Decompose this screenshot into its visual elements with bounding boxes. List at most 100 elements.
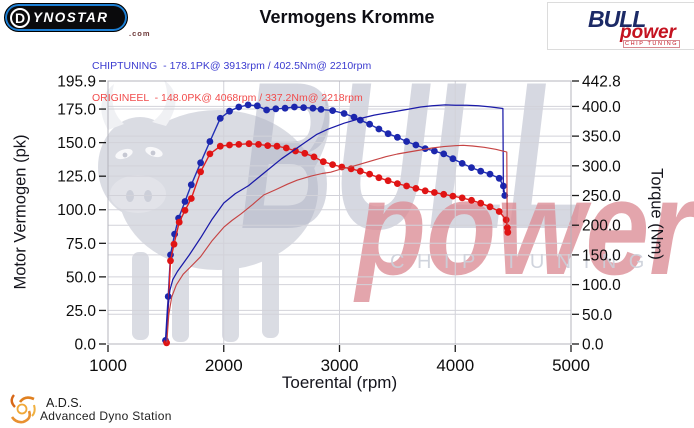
chiptuning-torque-marker [206,138,214,145]
legend: CHIPTUNING - 178.1PK@ 3913rpm / 402.5Nm@… [92,40,371,114]
right-tick-label: 300.0 [582,158,621,175]
curves [162,101,512,347]
dynostar-com-suffix: .com [129,29,151,38]
dynostar-logo-text: YNOSTAR [33,10,109,25]
origineel-torque-marker [181,207,189,214]
chiptuning-torque-marker [340,110,348,117]
right-tick-label: 400.0 [582,99,621,116]
bull-horn-left [101,84,124,130]
ads-subtitle: Advanced Dyno Station [40,409,172,423]
origineel-power-line [166,144,508,343]
x-tick-label: 1000 [89,356,127,375]
chiptuning-torque-marker [477,167,485,175]
chiptuning-torque-marker [375,125,383,133]
chiptuning-torque-marker [187,181,195,189]
chiptuning-torque-marker [384,130,392,138]
chiptuning-torque-marker [272,105,280,113]
origineel-torque-marker [282,144,290,152]
chiptuning-torque-marker [317,106,325,113]
right-tick-label: 100.0 [582,277,621,294]
x-tick-label: 2000 [205,356,243,375]
chiptuning-torque-marker [244,101,252,109]
origineel-torque-marker [366,170,373,178]
origineel-torque-marker [175,218,183,226]
origineel-torque-marker [235,141,243,148]
origineel-torque-marker [431,189,438,196]
origineel-torque-marker [226,141,233,149]
chiptuning-torque-marker [235,103,243,111]
bullpower-chip-tuning-text: CHIP TUNING [623,40,681,48]
tick-labels: 0.0 25.0 50.0 75.0 100.0 125.0 150.0 175.0 195.9… [57,74,621,376]
chiptuning-torque-marker [495,174,503,182]
left-tick-label: 175.0 [57,102,96,119]
right-tick-label: 150.0 [582,247,621,264]
ads-swirl-icon [10,394,36,424]
x-tick-label: 4000 [436,356,474,375]
chiptuning-torque-marker [309,104,317,112]
chiptuning-torque-marker [329,107,336,114]
origineel-torque-marker [458,194,466,202]
left-tick-label: 0.0 [74,337,96,354]
chiptuning-torque-marker [253,102,261,110]
bull-snout [110,175,166,213]
chiptuning-torque-marker [394,133,401,141]
x-tick-label: 3000 [321,356,359,375]
chiptuning-torque-marker [403,138,410,145]
origineel-torque-marker [375,174,383,182]
plot-border [107,80,572,345]
chiptuning-torque-marker [350,113,358,121]
origineel-torque-marker [197,168,205,176]
chiptuning-torque-marker [468,164,475,172]
page-title: Vermogens Kromme [259,7,435,27]
origineel-torque-marker [170,240,178,248]
left-tick-label: 50.0 [66,269,97,286]
origineel-torque-marker [255,141,262,148]
left-tick-label: 75.0 [66,236,97,253]
origineel-torque-marker [245,140,253,148]
origineel-torque-marker [502,216,510,224]
bullpower-power-text: power [620,22,676,43]
left-tick-label: 125.0 [57,169,96,186]
origineel-torque-marker [412,185,420,192]
right-tick-label: 0.0 [582,337,604,354]
origineel-torque-marker [356,167,364,175]
right-tick-label: 50.0 [582,307,613,324]
origineel-torque-marker [329,161,336,169]
origineel-torque-marker [384,177,392,185]
left-tick-label: 25.0 [66,303,97,320]
origineel-torque-marker [477,199,485,207]
origineel-torque-marker [264,142,272,150]
origineel-torque-marker [495,208,503,215]
watermark-bull-text: BULL [240,39,587,273]
bullpower-logo [547,2,694,50]
bullpower-bull-text: BULL [588,6,646,32]
right-tick-label: 250.0 [582,188,621,205]
chiptuning-torque-marker [458,160,466,167]
right-tick-label: 442.8 [582,74,621,91]
left-tick-label: 195.9 [57,74,96,91]
chiptuning-torque-marker [449,155,457,163]
origineel-torque-marker [163,339,171,347]
dynostar-d-icon: D [10,7,30,28]
right-axis-title: Torque (Nm) [647,168,666,260]
origineel-torque-marker [403,182,410,190]
origineel-torque-marker [449,192,457,200]
chiptuning-torque-marker [181,198,189,205]
chiptuning-torque-marker [197,159,205,167]
origineel-torque-marker [421,187,429,195]
legend-origineel: ORIGINEEL - 148.0PK@ 4068rpm / 337.2Nm@ … [92,91,363,104]
bull-watermark-image [98,80,330,342]
bull-tail [295,90,330,172]
left-axis-title: Motor Vermogen (pk) [11,134,30,290]
right-tick-label: 200.0 [582,218,621,235]
chiptuning-power-line [165,104,505,342]
watermark-power-text: power [353,152,694,303]
origineel-torque-marker [292,147,299,155]
watermark-chip-tuning-text: CHIP TUNING [390,251,657,273]
left-tick-label: 100.0 [57,202,96,219]
origineel-torque-marker [216,142,224,150]
axes-and-ticks [99,80,579,352]
origineel-torque-marker [394,180,401,188]
x-axis-title: Toerental (rpm) [281,373,398,392]
legend-chiptuning: CHIPTUNING - 178.1PK@ 3913rpm / 402.5Nm@… [92,60,372,72]
